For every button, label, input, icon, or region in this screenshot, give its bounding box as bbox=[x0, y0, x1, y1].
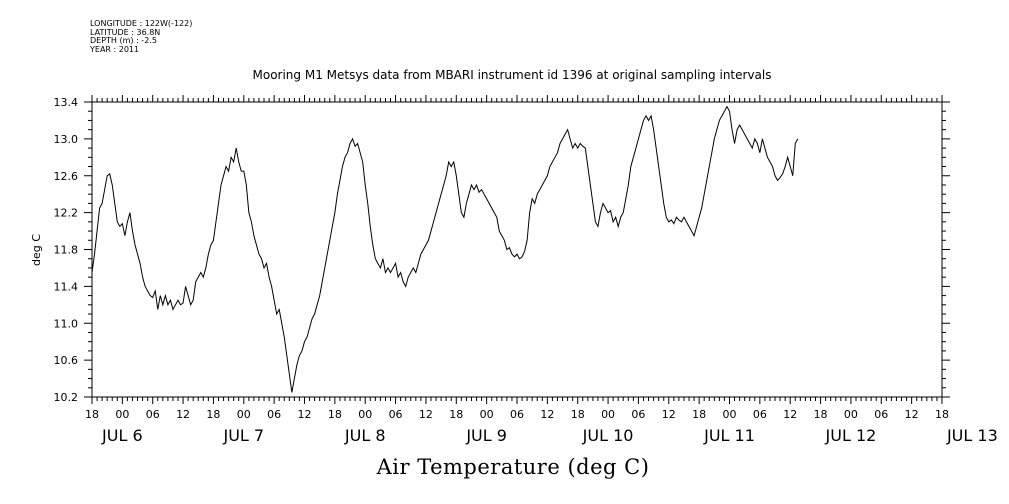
x-tick-label: 06 bbox=[874, 408, 888, 421]
y-tick-label: 11.4 bbox=[54, 280, 79, 293]
metadata-block: LONGITUDE : 122W(-122) LATITUDE : 36.8N … bbox=[90, 19, 193, 54]
x-tick-label: 00 bbox=[480, 408, 494, 421]
y-tick-label: 13.0 bbox=[54, 133, 79, 146]
y-tick-label: 11.8 bbox=[54, 244, 79, 257]
x-axis-label: Air Temperature (deg C) bbox=[376, 455, 650, 479]
x-tick-label: 18 bbox=[814, 408, 828, 421]
x-tick-label: 06 bbox=[510, 408, 524, 421]
x-tick-label: 12 bbox=[419, 408, 433, 421]
axis-labels: 10.2 10.6 11.0 11.4 11.8 12.2 12.6 13.0 13.4 18 00… bbox=[54, 96, 998, 445]
x-tick-label: 12 bbox=[783, 408, 797, 421]
x-tick-label: 12 bbox=[298, 408, 312, 421]
x-tick-label: 12 bbox=[176, 408, 190, 421]
year-line: YEAR : 2011 bbox=[90, 44, 140, 54]
y-tick-label: 10.6 bbox=[54, 354, 79, 367]
x-tick-label: 00 bbox=[358, 408, 372, 421]
x-tick-label: 06 bbox=[389, 408, 403, 421]
y-tick-label: 13.4 bbox=[54, 96, 79, 109]
day-label: JUL 9 bbox=[465, 426, 507, 445]
x-tick-label: 06 bbox=[146, 408, 160, 421]
y-tick-label: 12.2 bbox=[54, 207, 79, 220]
day-label: JUL 12 bbox=[825, 426, 877, 445]
x-tick-label: 18 bbox=[449, 408, 463, 421]
x-tick-label: 18 bbox=[328, 408, 342, 421]
x-tick-label: 00 bbox=[844, 408, 858, 421]
x-tick-label: 12 bbox=[905, 408, 919, 421]
plot-frame bbox=[91, 101, 943, 398]
x-tick-label: 18 bbox=[571, 408, 585, 421]
x-tick-label: 18 bbox=[206, 408, 220, 421]
day-label: JUL 8 bbox=[344, 426, 386, 445]
x-tick-label: 18 bbox=[935, 408, 949, 421]
x-tick-label: 06 bbox=[631, 408, 645, 421]
day-label: JUL 10 bbox=[582, 426, 634, 445]
x-tick-label: 00 bbox=[115, 408, 129, 421]
day-label: JUL 11 bbox=[703, 426, 755, 445]
x-tick-label: 00 bbox=[601, 408, 615, 421]
y-tick-label: 11.0 bbox=[54, 317, 79, 330]
latitude-line: LATITUDE : 36.8N bbox=[90, 27, 161, 37]
chart-title: Mooring M1 Metsys data from MBARI instru… bbox=[252, 68, 772, 82]
day-label: JUL 7 bbox=[222, 426, 264, 445]
x-tick-label: 06 bbox=[267, 408, 281, 421]
longitude-line: LONGITUDE : 122W(-122) bbox=[90, 19, 193, 28]
day-label: JUL 13 bbox=[946, 426, 998, 445]
x-tick-label: 00 bbox=[237, 408, 251, 421]
y-tick-label: 10.2 bbox=[54, 391, 79, 404]
depth-line: DEPTH (m) : -2.5 bbox=[90, 36, 157, 46]
x-tick-label: 18 bbox=[85, 408, 99, 421]
axis-ticks bbox=[84, 95, 950, 404]
day-label: JUL 6 bbox=[101, 426, 143, 445]
x-tick-label: 00 bbox=[723, 408, 737, 421]
x-tick-label: 18 bbox=[692, 408, 706, 421]
y-axis-label: deg C bbox=[30, 234, 43, 266]
series-line bbox=[91, 105, 799, 393]
x-tick-label: 12 bbox=[662, 408, 676, 421]
x-tick-label: 06 bbox=[753, 408, 767, 421]
x-tick-label: 12 bbox=[540, 408, 554, 421]
y-tick-label: 12.6 bbox=[54, 170, 79, 183]
